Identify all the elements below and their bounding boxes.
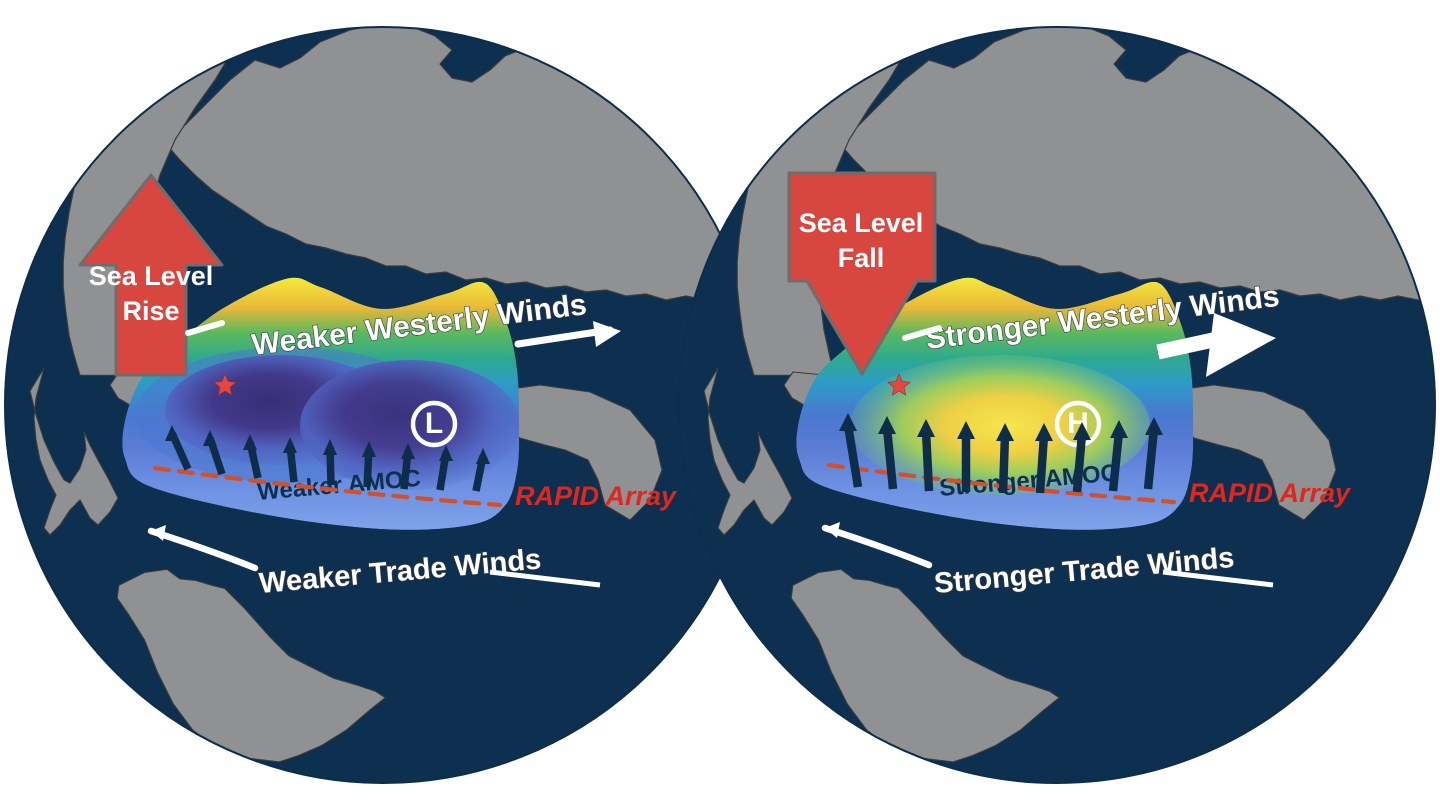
svg-text:Sea Level: Sea Level	[89, 261, 214, 291]
svg-text:Sea Level: Sea Level	[799, 208, 924, 238]
svg-text:Fall: Fall	[838, 243, 885, 273]
svg-text:Rise: Rise	[122, 296, 179, 326]
svg-text:RAPID Array: RAPID Array	[515, 481, 678, 511]
svg-text:RAPID Array: RAPID Array	[1189, 478, 1352, 508]
